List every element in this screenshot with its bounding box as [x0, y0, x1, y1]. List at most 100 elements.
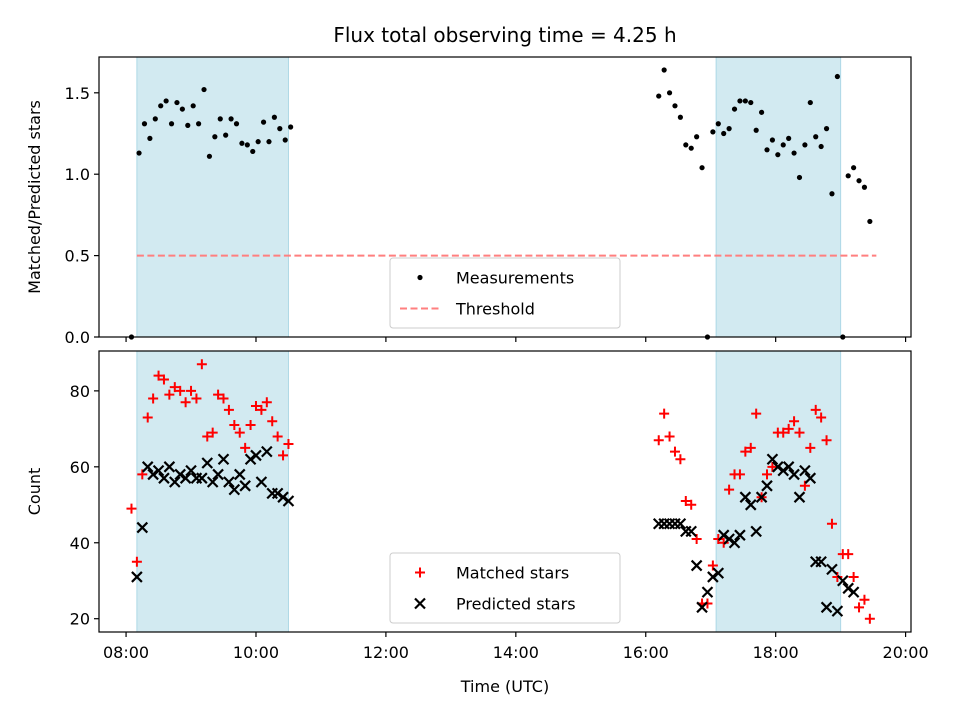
data-point	[715, 121, 721, 127]
x-tick-label: 20:00	[883, 643, 929, 662]
axes-frame	[98, 56, 912, 338]
shaded-interval-2	[715, 56, 842, 338]
data-point	[213, 389, 224, 400]
data-point	[142, 412, 153, 423]
legend-label: Measurements	[456, 269, 574, 288]
data-point	[202, 431, 213, 442]
data-point	[185, 464, 197, 477]
data-point	[856, 178, 862, 184]
data-point	[163, 461, 176, 473]
data-point	[710, 129, 716, 135]
data-point	[751, 408, 762, 419]
data-point	[861, 184, 868, 190]
data-point	[786, 135, 792, 141]
data-point	[217, 116, 223, 122]
data-point	[807, 99, 813, 106]
data-point	[261, 397, 272, 408]
data-point	[713, 533, 724, 544]
series-measurements	[128, 67, 873, 340]
data-point	[229, 420, 240, 431]
legend-label: Predicted stars	[456, 595, 576, 614]
data-point	[223, 132, 229, 138]
data-point	[818, 143, 824, 150]
data-point	[136, 150, 142, 156]
data-point	[778, 427, 789, 438]
data-point	[847, 586, 860, 598]
data-point	[223, 476, 235, 488]
data-point	[794, 427, 805, 438]
data-point	[240, 442, 251, 453]
legend-box	[389, 552, 621, 624]
data-point	[153, 370, 164, 381]
data-point	[260, 119, 267, 125]
data-point	[233, 121, 240, 127]
data-point	[661, 67, 667, 73]
series-matched-stars	[126, 359, 875, 624]
data-point	[228, 483, 241, 496]
y-tick-label: 0.0	[65, 328, 90, 347]
legend-marker	[415, 567, 425, 578]
data-point	[191, 393, 202, 404]
data-point	[206, 476, 219, 488]
data-point	[686, 499, 697, 510]
shaded-interval-1	[136, 56, 289, 338]
legend-marker	[414, 597, 426, 610]
data-point	[168, 121, 175, 127]
data-point	[683, 142, 689, 148]
data-point	[218, 393, 229, 404]
data-point	[766, 453, 779, 466]
data-point	[186, 385, 197, 396]
data-point	[712, 567, 725, 579]
data-point	[843, 549, 854, 560]
y-tick-label: 80	[70, 382, 90, 401]
data-point	[196, 121, 202, 127]
y-tick-label: 1.5	[65, 84, 90, 103]
data-point	[250, 449, 262, 462]
data-point	[282, 495, 295, 507]
data-point	[256, 404, 267, 415]
x-tick-label: 16:00	[623, 643, 669, 662]
top-panel: 0.0 0.5 1.0 1.5 Matched/Predicted stars Measu…	[25, 56, 912, 347]
data-point	[702, 598, 713, 609]
data-point	[169, 382, 180, 393]
data-point	[131, 571, 143, 583]
data-point	[255, 476, 268, 488]
data-point	[726, 126, 732, 132]
x-tick-label: 10:00	[233, 643, 279, 662]
data-point	[239, 140, 245, 146]
data-point	[272, 431, 283, 442]
data-point	[190, 103, 196, 109]
x-axis-label: Time (UTC)	[460, 677, 549, 696]
data-point	[244, 453, 257, 466]
data-point	[179, 472, 192, 484]
data-point	[653, 435, 664, 446]
data-point	[283, 439, 294, 450]
data-point	[180, 397, 191, 408]
data-point	[672, 103, 678, 109]
data-point	[723, 533, 735, 545]
data-point	[266, 139, 272, 145]
data-point	[136, 521, 149, 534]
data-point	[652, 517, 665, 530]
data-point	[783, 423, 794, 434]
data-point	[212, 134, 218, 140]
data-point	[201, 457, 214, 469]
data-point	[228, 116, 234, 122]
data-point	[788, 468, 800, 481]
data-point	[791, 150, 797, 156]
data-point	[169, 476, 181, 488]
data-point	[261, 445, 273, 458]
data-point	[158, 103, 164, 109]
data-point	[728, 536, 741, 549]
data-point	[267, 416, 278, 427]
data-point	[245, 420, 256, 431]
data-point	[731, 106, 738, 112]
y-tick-label: 0.5	[65, 247, 90, 266]
data-point	[758, 109, 765, 115]
data-point	[789, 416, 800, 427]
data-point	[152, 464, 165, 477]
shaded-interval-1	[136, 350, 289, 633]
data-point	[239, 480, 251, 492]
data-point	[148, 393, 159, 404]
data-point	[277, 126, 283, 132]
